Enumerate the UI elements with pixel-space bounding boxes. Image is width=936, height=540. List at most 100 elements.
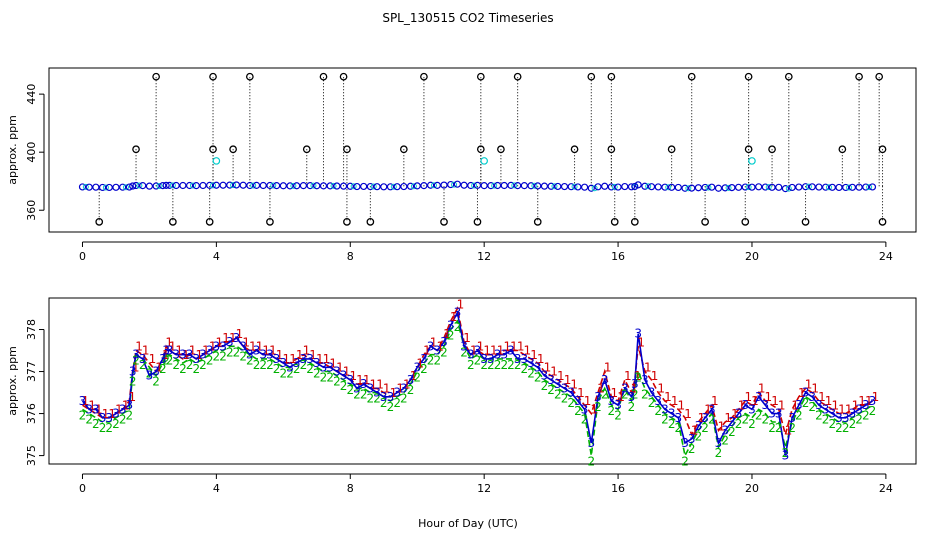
series-1-point-label: 1 [483, 344, 491, 358]
series-1-point-label: 1 [329, 356, 337, 370]
baseline-point [252, 181, 261, 189]
series-1-point-label: 1 [182, 348, 190, 362]
series-1-point-label: 1 [624, 369, 632, 383]
series-2-point-label: 2 [641, 387, 649, 401]
series-2-point-label: 2 [407, 383, 415, 397]
series-2-point-label: 2 [547, 383, 555, 397]
series-2-point-label: 2 [300, 358, 308, 372]
series-3-point-label: 3 [634, 327, 642, 341]
series-2-point-label: 2 [594, 400, 602, 414]
baseline-point [788, 183, 796, 192]
series-3-point-label: 3 [219, 339, 227, 353]
baseline-point [273, 182, 281, 190]
series-3-point-label: 3 [253, 344, 261, 358]
baseline-point [185, 181, 194, 190]
series-1-point-label: 1 [122, 398, 130, 412]
series-2-point-label: 2 [119, 413, 127, 427]
series-2-point-label: 2 [601, 387, 609, 401]
series-2-point-label: 2 [534, 371, 542, 385]
series-1-point-label: 1 [577, 386, 585, 400]
series-3-point-label: 3 [621, 381, 629, 395]
baseline-point [473, 181, 482, 189]
baseline-point [259, 181, 267, 190]
high-outlier-point [744, 72, 753, 81]
bottom-x-tick-label: 12 [477, 482, 491, 495]
low-outlier-point [343, 217, 351, 226]
series-1-point-label: 1 [108, 407, 116, 421]
top-x-tick-label: 8 [347, 250, 354, 263]
baseline-point [306, 182, 314, 190]
series-3-point-label: 3 [300, 352, 308, 366]
bottom-x-tick-label: 20 [745, 482, 759, 495]
series-2-point-label: 2 [280, 366, 288, 380]
series-1-point-label: 1 [283, 352, 291, 366]
low-outlier-point [610, 217, 619, 226]
series-1-point-label: 1 [216, 335, 224, 349]
series-3-point-label: 3 [507, 344, 515, 358]
series-2-point-label: 2 [494, 358, 502, 372]
baseline-point [152, 182, 160, 190]
series-2-line [82, 319, 873, 458]
series-1-point-label: 1 [657, 382, 665, 396]
series-3-point-label: 3 [514, 352, 522, 366]
baseline-point [674, 183, 682, 192]
series-3-point-label: 3 [313, 356, 321, 370]
baseline-point [862, 183, 870, 191]
series-2-point-label: 2 [487, 358, 495, 372]
baseline-point [661, 183, 669, 191]
baseline-point [353, 182, 361, 191]
baseline-point [694, 184, 703, 192]
series-3-point-label: 3 [695, 419, 703, 433]
series-3-point-label: 3 [112, 407, 120, 421]
series-3-point-label: 3 [775, 407, 783, 421]
series-3-point-label: 3 [849, 407, 857, 421]
series-3-point-label: 3 [454, 306, 462, 320]
baseline-point [708, 183, 716, 191]
series-2-point-label: 2 [661, 413, 669, 427]
baseline-point [801, 183, 810, 191]
high-outlier-point [687, 72, 696, 81]
series-3-point-label: 3 [206, 344, 214, 358]
mid-outlier-point [768, 145, 776, 154]
series-2-point-label: 2 [849, 417, 857, 431]
top-ylabel: approx. ppm [6, 115, 19, 185]
series-1-point-label: 1 [363, 373, 371, 387]
series-1-point-label: 1 [838, 403, 846, 417]
series-2-point-label: 2 [567, 396, 575, 410]
figure-title: SPL_130515 CO2 Timeseries [382, 11, 553, 25]
series-1-point-label: 1 [376, 377, 384, 391]
series-3-point-label: 3 [433, 344, 441, 358]
baseline-point [119, 183, 127, 191]
baseline-point [748, 183, 756, 191]
series-2-point-label: 2 [393, 396, 401, 410]
baseline-point [487, 182, 495, 190]
series-1-point-label: 1 [778, 398, 786, 412]
series-1-point-label: 1 [169, 340, 177, 354]
series-1-point-label: 1 [570, 377, 578, 391]
series-2-point-label: 2 [527, 366, 535, 380]
series-3-point-label: 3 [172, 348, 180, 362]
series-3-point-label: 3 [828, 407, 836, 421]
mid-outlier-point [343, 145, 351, 154]
mid-outlier-point [229, 145, 237, 154]
series-1-point-label: 1 [805, 377, 813, 391]
series-2-point-label: 2 [306, 362, 314, 376]
series-3-point-label: 3 [427, 339, 435, 353]
series-1-point-label: 1 [557, 369, 565, 383]
series-3-point-label: 3 [129, 365, 137, 379]
baseline-point [721, 184, 729, 192]
series-2-point-label: 2 [715, 446, 723, 460]
baseline-point [360, 182, 368, 191]
series-2-point-label: 2 [152, 375, 160, 389]
baseline-cyan-point [82, 183, 89, 190]
series-1-point-label: 1 [155, 361, 163, 375]
series-1-point-label: 1 [738, 398, 746, 412]
series-2-point-label: 2 [574, 404, 582, 418]
series-3-point-label: 3 [500, 348, 508, 362]
series-3-point-label: 3 [199, 348, 207, 362]
series-3-point-label: 3 [869, 394, 877, 408]
series-2-point-label: 2 [631, 387, 639, 401]
series-3-point-label: 3 [320, 360, 328, 374]
series-3-point-label: 3 [631, 377, 639, 391]
